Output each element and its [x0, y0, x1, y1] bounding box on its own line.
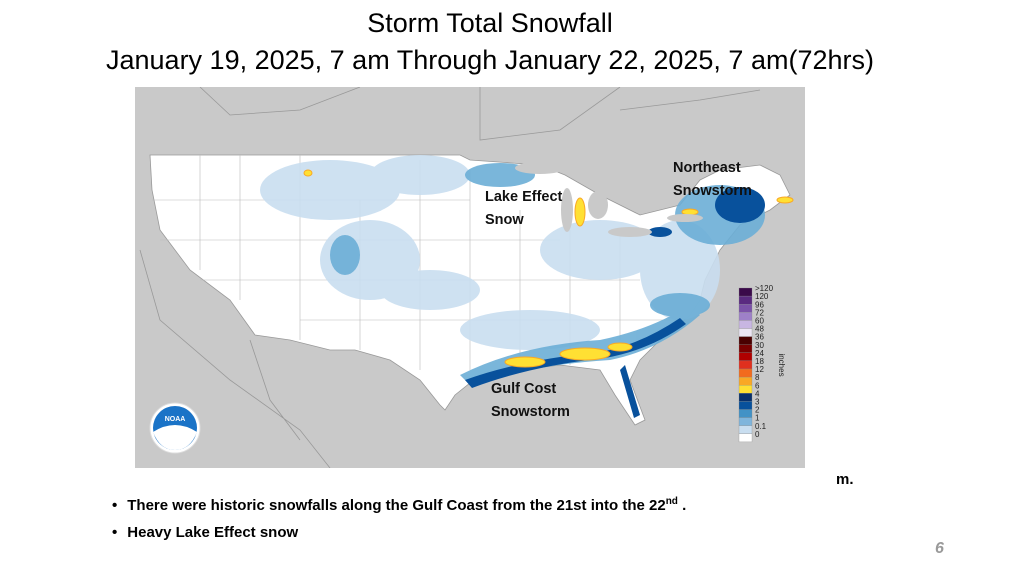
- legend-swatch: [738, 336, 753, 345]
- logo-text: NOAA: [165, 416, 186, 423]
- noaa-logo: NOAA: [149, 402, 201, 454]
- borders: [139, 87, 761, 468]
- legend-label: 24: [755, 349, 764, 358]
- subtitle: January 19, 2025, 7 am Through January 2…: [106, 45, 874, 75]
- legend-label: 1: [755, 414, 760, 423]
- legend-label: 8: [755, 373, 760, 382]
- legend-swatch: [738, 425, 753, 434]
- legend-swatch: [738, 368, 753, 378]
- annotations: Northeast Snowstorm Lake Effect Snow Gulf Co…: [485, 160, 752, 420]
- legend-swatch: [738, 312, 753, 321]
- annotation: Snowstorm: [491, 404, 570, 420]
- bullet-list: There were historic snowfalls along the …: [112, 496, 686, 552]
- bullet-tail: .: [677, 497, 687, 514]
- annotation: Gulf Cost: [491, 381, 556, 397]
- legend: inches >1201209672604836302418128643210.…: [738, 284, 786, 443]
- legend-swatch: [738, 401, 753, 410]
- legend-swatch: [738, 393, 753, 402]
- annotation: Lake Effect: [485, 189, 563, 205]
- legend-swatch: [738, 385, 753, 394]
- legend-label: 0.1: [755, 422, 767, 431]
- legend-label: 6: [755, 381, 760, 390]
- text-fragment: m.: [836, 471, 854, 488]
- annotation: Northeast: [673, 160, 741, 176]
- legend-unit: inches: [777, 353, 786, 376]
- legend-label: 72: [755, 308, 764, 317]
- legend-label: 60: [755, 317, 764, 326]
- legend-swatch: [738, 287, 753, 297]
- legend-label: 48: [755, 325, 764, 334]
- legend-swatch: [738, 376, 753, 386]
- legend-swatch: [738, 433, 753, 443]
- page-number: 6: [935, 540, 944, 557]
- bullet: Heavy Lake Effect snow: [112, 524, 686, 552]
- legend-label: 4: [755, 389, 760, 398]
- bullet-text: Heavy Lake Effect snow: [127, 524, 299, 541]
- legend-label: 120: [755, 292, 769, 301]
- legend-label: 36: [755, 333, 764, 342]
- legend-label: 18: [755, 357, 764, 366]
- legend-swatch: [738, 344, 753, 353]
- legend-label: 96: [755, 300, 764, 309]
- title: Storm Total Snowfall: [367, 8, 613, 38]
- bullet-text: There were historic snowfalls along the …: [127, 497, 666, 514]
- legend-label: >120: [755, 284, 774, 293]
- legend-swatch: [738, 409, 753, 418]
- legend-label: 12: [755, 365, 764, 374]
- legend-label: 3: [755, 398, 760, 407]
- legend-swatch: [738, 320, 753, 329]
- great-lakes: [515, 162, 703, 237]
- superscript: nd: [665, 496, 678, 507]
- snow-extreme: [303, 169, 794, 368]
- legend-swatch: [738, 328, 753, 337]
- bullet: There were historic snowfalls along the …: [112, 496, 686, 524]
- annotation: Snowstorm: [673, 183, 752, 199]
- legend-swatch: [738, 295, 753, 305]
- legend-swatch: [738, 352, 753, 362]
- snow-heavy: [465, 187, 765, 418]
- annotation: Snow: [485, 212, 524, 228]
- legend-swatch: [738, 360, 753, 370]
- snowfall-map: Northeast Snowstorm Lake Effect Snow Gulf Co…: [135, 87, 805, 468]
- legend-label: 2: [755, 406, 760, 415]
- legend-label: 30: [755, 341, 764, 350]
- legend-swatch: [738, 304, 753, 313]
- legend-label: 0: [755, 430, 760, 439]
- legend-swatch: [738, 417, 753, 426]
